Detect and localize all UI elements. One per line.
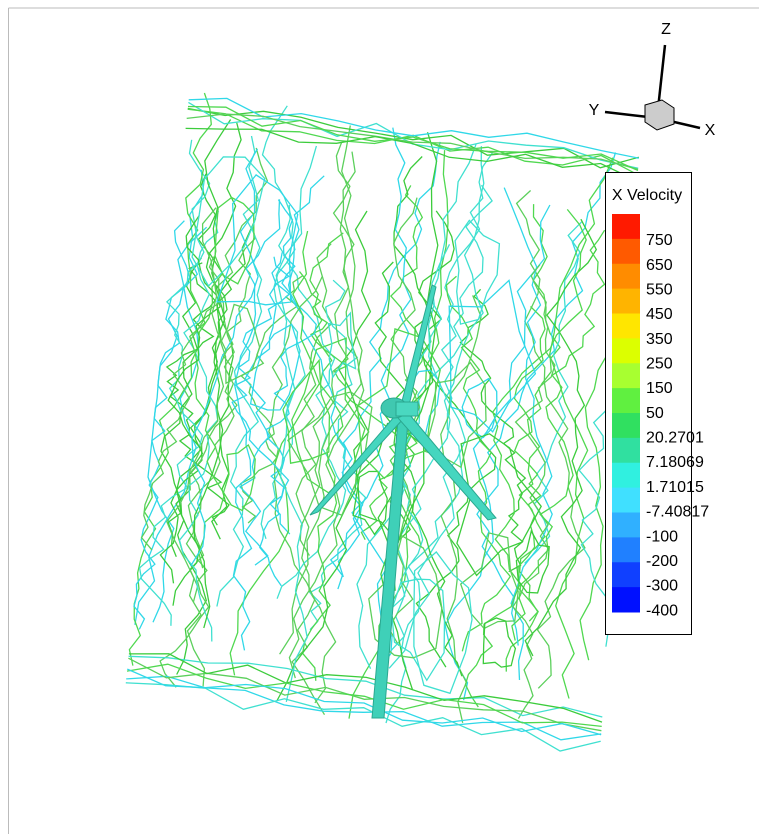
color-band <box>612 463 640 488</box>
viewport: Z X Y X Velocity 750 650 550 450 350 250 150 50… <box>0 0 759 834</box>
color-band <box>612 562 640 587</box>
contour-loop <box>462 379 497 438</box>
color-band <box>612 363 640 388</box>
legend-level-label: 450 <box>646 306 673 323</box>
legend-level-label: 1.71015 <box>646 479 704 496</box>
legend-level-label: 350 <box>646 331 673 348</box>
color-band <box>612 214 640 239</box>
legend-level-label: 50 <box>646 405 664 422</box>
color-band <box>612 314 640 339</box>
triad-cube <box>645 100 674 130</box>
legend-level-label: -7.40817 <box>646 504 709 521</box>
axis-triad: Z X Y <box>589 21 716 139</box>
contour-edge <box>188 108 639 167</box>
legend-level-label: 550 <box>646 282 673 299</box>
legend-level-label: 750 <box>646 232 673 249</box>
legend-level-label: 650 <box>646 257 673 274</box>
color-band <box>612 289 640 314</box>
legend-level-label: 20.2701 <box>646 430 704 447</box>
y-label: Y <box>589 102 600 119</box>
contour-loop <box>192 157 265 286</box>
contour-line <box>477 153 616 646</box>
color-band <box>612 388 640 413</box>
z-label: Z <box>661 21 671 38</box>
blade <box>401 285 436 410</box>
legend-level-label: -400 <box>646 602 678 619</box>
color-band <box>612 338 640 363</box>
color-band <box>612 239 640 264</box>
color-band <box>612 264 640 289</box>
legend: X Velocity 750 650 550 450 350 250 150 50 20.270… <box>606 173 710 635</box>
color-band <box>612 587 640 612</box>
color-band <box>612 413 640 438</box>
legend-level-label: -200 <box>646 553 678 570</box>
legend-level-label: 150 <box>646 380 673 397</box>
legend-level-label: 250 <box>646 356 673 373</box>
legend-level-label: 7.18069 <box>646 454 704 471</box>
plot-frame: Z X Y X Velocity 750 650 550 450 350 250 150 50… <box>0 0 759 834</box>
contour-loop <box>483 618 515 667</box>
nacelle <box>396 402 418 416</box>
contour-line <box>134 221 190 630</box>
contour-edge <box>126 683 601 751</box>
contour-line <box>241 276 303 523</box>
contour-loop <box>391 579 444 680</box>
x-label: X <box>705 122 716 139</box>
legend-title: X Velocity <box>612 187 682 204</box>
color-band <box>612 513 640 538</box>
color-band <box>612 438 640 463</box>
contour-loop <box>224 445 256 511</box>
color-band <box>612 537 640 562</box>
contour-line <box>234 199 280 650</box>
legend-level-label: -300 <box>646 578 678 595</box>
color-band <box>612 488 640 513</box>
legend-level-label: -100 <box>646 528 678 545</box>
